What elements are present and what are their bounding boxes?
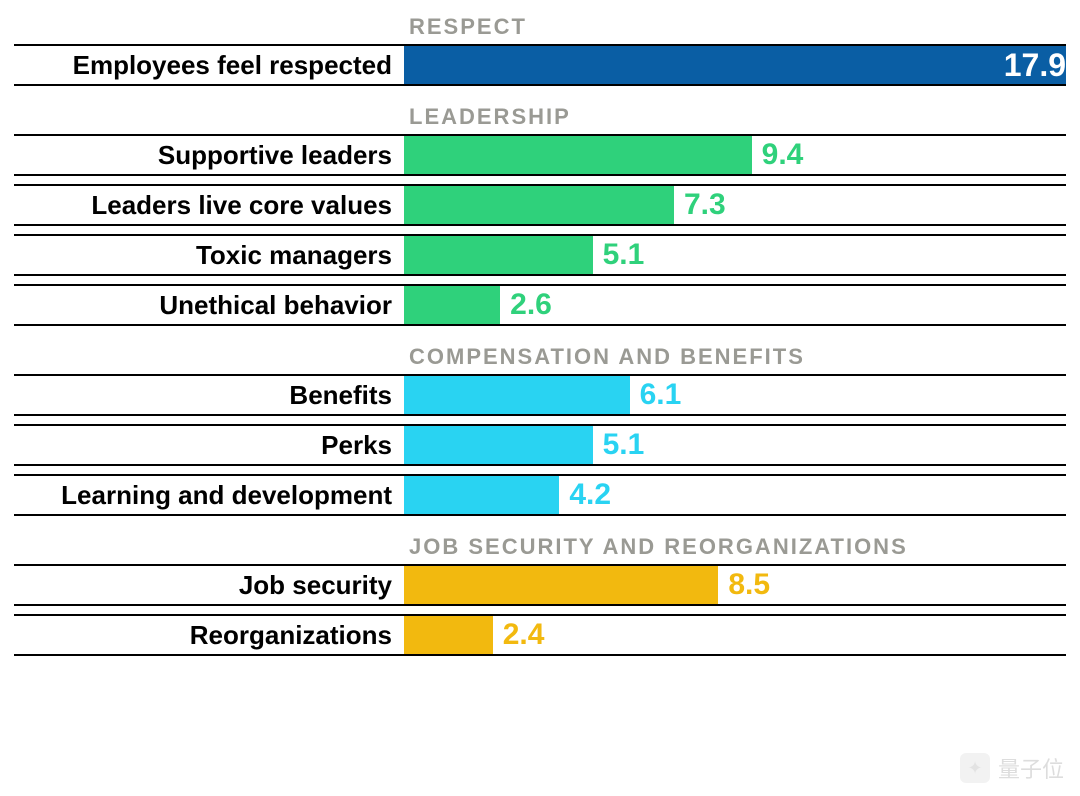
bar bbox=[404, 376, 630, 414]
row-label: Leaders live core values bbox=[14, 186, 404, 224]
group-title: RESPECT bbox=[409, 10, 1066, 44]
chart-row: Reorganizations 2.4 bbox=[14, 614, 1066, 656]
chart-group: LEADERSHIPSupportive leaders 9.4 Leaders l… bbox=[14, 100, 1066, 326]
watermark: ✦ 量子位 bbox=[960, 752, 1064, 784]
bar bbox=[404, 616, 493, 654]
bar-cell: 2.4 bbox=[404, 616, 1066, 654]
bar-cell: 2.6 bbox=[404, 286, 1066, 324]
bar-cell: 7.3 bbox=[404, 186, 1066, 224]
bar-value: 5.1 bbox=[593, 236, 645, 274]
chart-group: COMPENSATION AND BENEFITSBenefits 6.1 Perk… bbox=[14, 340, 1066, 516]
chart-row: Supportive leaders 9.4 bbox=[14, 134, 1066, 176]
chart-row: Employees feel respected17.9 bbox=[14, 44, 1066, 86]
chart-row: Learning and development 4.2 bbox=[14, 474, 1066, 516]
row-label: Employees feel respected bbox=[14, 46, 404, 84]
bar-value: 5.1 bbox=[593, 426, 645, 464]
bar bbox=[404, 186, 674, 224]
bar-cell: 5.1 bbox=[404, 236, 1066, 274]
bar-value: 7.3 bbox=[674, 186, 726, 224]
row-label: Benefits bbox=[14, 376, 404, 414]
bar bbox=[404, 136, 752, 174]
row-label: Supportive leaders bbox=[14, 136, 404, 174]
bar-cell: 4.2 bbox=[404, 476, 1066, 514]
row-label: Job security bbox=[14, 566, 404, 604]
bar-value: 4.2 bbox=[559, 476, 611, 514]
bar-value: 8.5 bbox=[718, 566, 770, 604]
row-label: Learning and development bbox=[14, 476, 404, 514]
bar bbox=[404, 286, 500, 324]
bar bbox=[404, 476, 559, 514]
chart-group: JOB SECURITY AND REORGANIZATIONSJob secu… bbox=[14, 530, 1066, 656]
group-title: COMPENSATION AND BENEFITS bbox=[409, 340, 1066, 374]
bar bbox=[404, 236, 593, 274]
group-title: JOB SECURITY AND REORGANIZATIONS bbox=[409, 530, 1066, 564]
chart-row: Toxic managers 5.1 bbox=[14, 234, 1066, 276]
row-label: Unethical behavior bbox=[14, 286, 404, 324]
bar bbox=[404, 566, 718, 604]
watermark-text: 量子位 bbox=[998, 752, 1064, 784]
chart-row: Benefits 6.1 bbox=[14, 374, 1066, 416]
culture-drivers-bar-chart: RESPECTEmployees feel respected17.9 LEADE… bbox=[14, 10, 1066, 670]
chart-row: Perks 5.1 bbox=[14, 424, 1066, 466]
bar-cell: 17.9 bbox=[404, 46, 1066, 84]
chart-row: Unethical behavior 2.6 bbox=[14, 284, 1066, 326]
bar-value: 2.4 bbox=[493, 616, 545, 654]
bar-cell: 6.1 bbox=[404, 376, 1066, 414]
bar-cell: 8.5 bbox=[404, 566, 1066, 604]
chart-row: Job security 8.5 bbox=[14, 564, 1066, 606]
bar-cell: 9.4 bbox=[404, 136, 1066, 174]
bar-value: 2.6 bbox=[500, 286, 552, 324]
row-label: Reorganizations bbox=[14, 616, 404, 654]
wechat-icon: ✦ bbox=[960, 753, 990, 783]
row-label: Perks bbox=[14, 426, 404, 464]
chart-row: Leaders live core values 7.3 bbox=[14, 184, 1066, 226]
bar-value: 9.4 bbox=[752, 136, 804, 174]
chart-group: RESPECTEmployees feel respected17.9 bbox=[14, 10, 1066, 86]
row-label: Toxic managers bbox=[14, 236, 404, 274]
bar-cell: 5.1 bbox=[404, 426, 1066, 464]
bar-value: 6.1 bbox=[630, 376, 682, 414]
group-title: LEADERSHIP bbox=[409, 100, 1066, 134]
bar bbox=[404, 426, 593, 464]
bar-value: 17.9 bbox=[404, 46, 1066, 84]
